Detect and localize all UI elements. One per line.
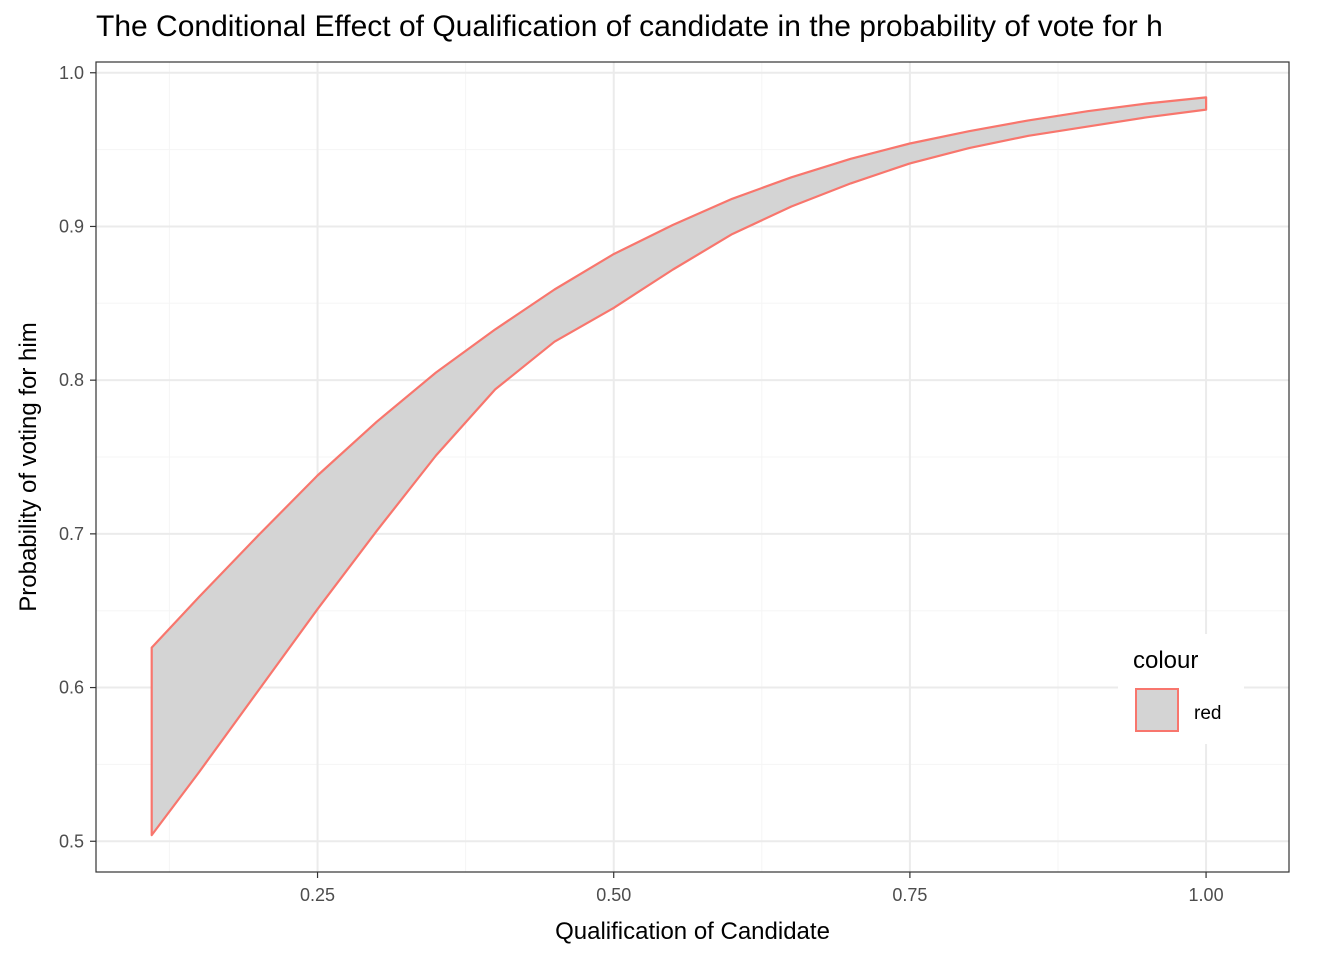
legend-title: colour <box>1133 647 1198 674</box>
legend-label-red: red <box>1194 703 1221 724</box>
y-tick-label: 0.9 <box>59 216 84 236</box>
chart-title: The Conditional Effect of Qualification … <box>96 10 1163 43</box>
x-tick-label: 0.25 <box>300 885 335 905</box>
legend: colour red <box>1118 634 1244 744</box>
y-tick-label: 0.7 <box>59 524 84 544</box>
y-tick-label: 1.0 <box>59 63 84 83</box>
ribbon-red <box>150 96 1208 837</box>
x-tick-label: 0.75 <box>892 885 927 905</box>
grid <box>96 62 1289 872</box>
y-axis-title: Probability of voting for him <box>15 322 42 611</box>
y-tick-label: 0.6 <box>59 678 84 698</box>
x-axis-title: Qualification of Candidate <box>555 918 830 945</box>
x-tick-label: 1.00 <box>1189 885 1224 905</box>
axes: 0.25 0.50 0.75 1.00 0.5 0.6 0.7 0.8 0.9 1.0 <box>59 63 1224 905</box>
series-layer <box>150 96 1208 837</box>
legend-key-red <box>1135 688 1179 732</box>
y-tick-label: 0.5 <box>59 831 84 851</box>
panel-border <box>95 61 1290 873</box>
y-tick-label: 0.8 <box>59 370 84 390</box>
x-tick-label: 0.50 <box>596 885 631 905</box>
